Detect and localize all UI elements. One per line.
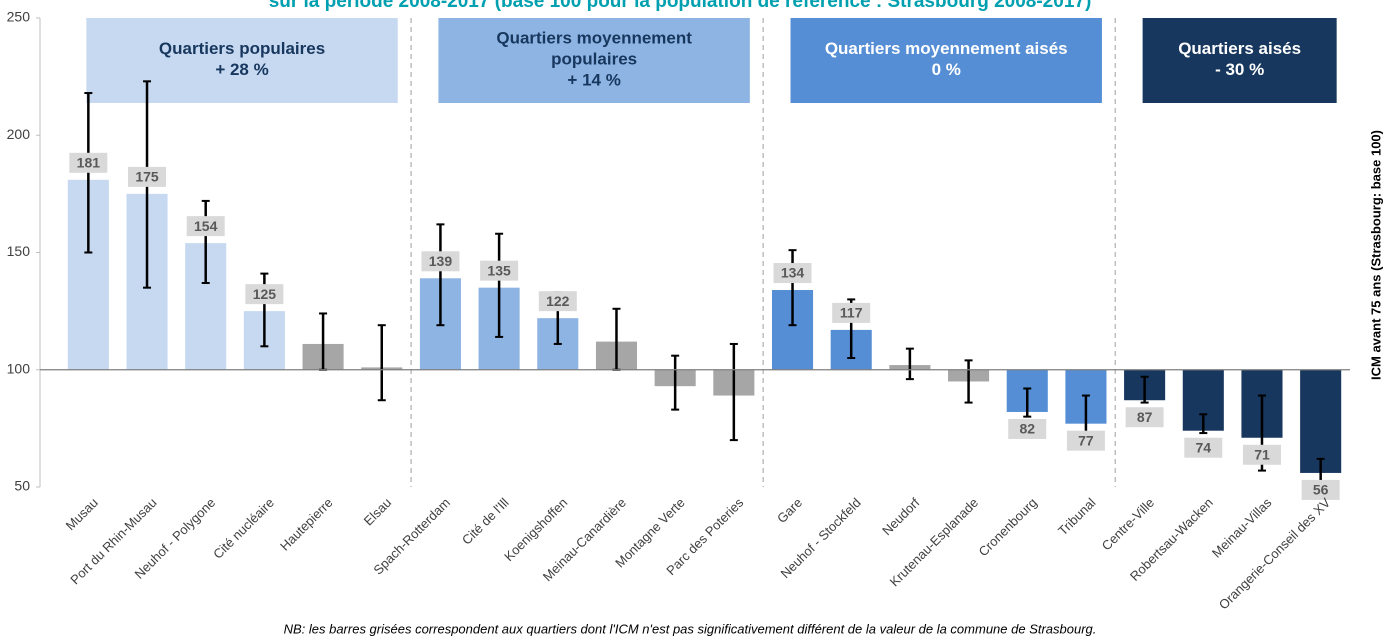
group-change: 0 % xyxy=(932,60,961,79)
value-label-box xyxy=(186,216,225,237)
value-label-box xyxy=(1301,479,1340,500)
value-label: 56 xyxy=(1313,482,1329,498)
group-change: - 30 % xyxy=(1215,60,1264,79)
error-bar xyxy=(729,342,738,442)
value-label: 139 xyxy=(429,253,453,269)
error-bar xyxy=(436,223,445,327)
value-label: 87 xyxy=(1137,409,1153,425)
x-tick-label: Cité de l'Ill xyxy=(459,495,512,548)
error-bar xyxy=(377,324,386,402)
bar xyxy=(1300,369,1342,473)
footnote: NB: les barres grisées correspondent aux… xyxy=(284,621,1097,636)
value-label: 154 xyxy=(194,218,218,234)
y-tick-label: 200 xyxy=(7,126,31,142)
value-label: 181 xyxy=(77,155,101,171)
value-label: 117 xyxy=(840,305,863,321)
value-label-box xyxy=(1066,430,1105,451)
value-label: 175 xyxy=(135,169,159,185)
y-tick-label: 100 xyxy=(7,360,31,376)
error-bar xyxy=(1199,413,1208,435)
x-tick-label: Gare xyxy=(774,495,805,526)
value-label: 125 xyxy=(253,286,277,302)
value-label-box xyxy=(1184,437,1223,458)
value-label-box xyxy=(1242,444,1281,465)
error-bar xyxy=(201,199,210,284)
value-label: 71 xyxy=(1254,446,1270,462)
x-tick-label: Orangerie-Conseil des XV xyxy=(1216,495,1334,613)
x-tick-label: Neudorf xyxy=(879,495,923,539)
y-tick-label: 150 xyxy=(7,243,31,259)
chart-title: sur la période 2008-2017 (base 100 pour … xyxy=(269,0,1092,12)
x-tick-label: Cité nucléaire xyxy=(210,495,277,562)
value-label-box xyxy=(832,302,871,323)
x-tick-label: Elsau xyxy=(361,495,395,529)
group-label: Quartiers aisés xyxy=(1178,39,1301,58)
value-label-box xyxy=(538,291,577,312)
y-axis-label: ICM avant 75 ans (Strasbourg: base 100) xyxy=(1368,130,1383,380)
x-tick-label: Tribunal xyxy=(1055,495,1099,539)
error-bar xyxy=(964,359,973,404)
x-tick-label: Hautepierre xyxy=(277,495,336,554)
value-label: 134 xyxy=(781,265,805,281)
value-label-box xyxy=(128,166,167,187)
value-label: 135 xyxy=(487,262,511,278)
group-change: + 28 % xyxy=(215,60,268,79)
value-label-box xyxy=(1125,407,1164,428)
value-label-box xyxy=(773,263,812,284)
group-label: populaires xyxy=(551,49,637,68)
group-label: Quartiers moyennement xyxy=(496,28,692,47)
value-label-box xyxy=(69,152,108,173)
group-change: + 14 % xyxy=(567,70,620,89)
group-label: Quartiers moyennement aisés xyxy=(825,39,1068,58)
value-label-box xyxy=(245,284,284,305)
group-box xyxy=(86,18,398,103)
group-box xyxy=(790,18,1102,103)
x-tick-label: Centre-Ville xyxy=(1099,495,1157,553)
error-bar xyxy=(1140,375,1149,404)
x-tick-label: Cronenbourg xyxy=(976,495,1040,559)
value-label: 82 xyxy=(1019,421,1035,437)
y-tick-label: 50 xyxy=(14,478,30,494)
error-bar xyxy=(1023,387,1032,418)
value-label-box xyxy=(1008,418,1047,439)
error-bar xyxy=(495,232,504,338)
value-label-box xyxy=(421,251,460,272)
x-tick-label: Musau xyxy=(63,495,101,533)
value-label: 122 xyxy=(546,293,570,309)
y-tick-label: 250 xyxy=(7,9,31,25)
value-label: 74 xyxy=(1196,439,1212,455)
error-bar xyxy=(671,354,680,411)
error-bar xyxy=(905,347,914,381)
error-bar xyxy=(788,249,797,327)
value-label-box xyxy=(480,260,519,281)
group-box xyxy=(438,18,750,103)
value-label: 77 xyxy=(1078,432,1094,448)
group-label: Quartiers populaires xyxy=(159,39,325,58)
x-tick-label: Meinau-Villas xyxy=(1209,495,1275,561)
group-box xyxy=(1142,18,1337,103)
